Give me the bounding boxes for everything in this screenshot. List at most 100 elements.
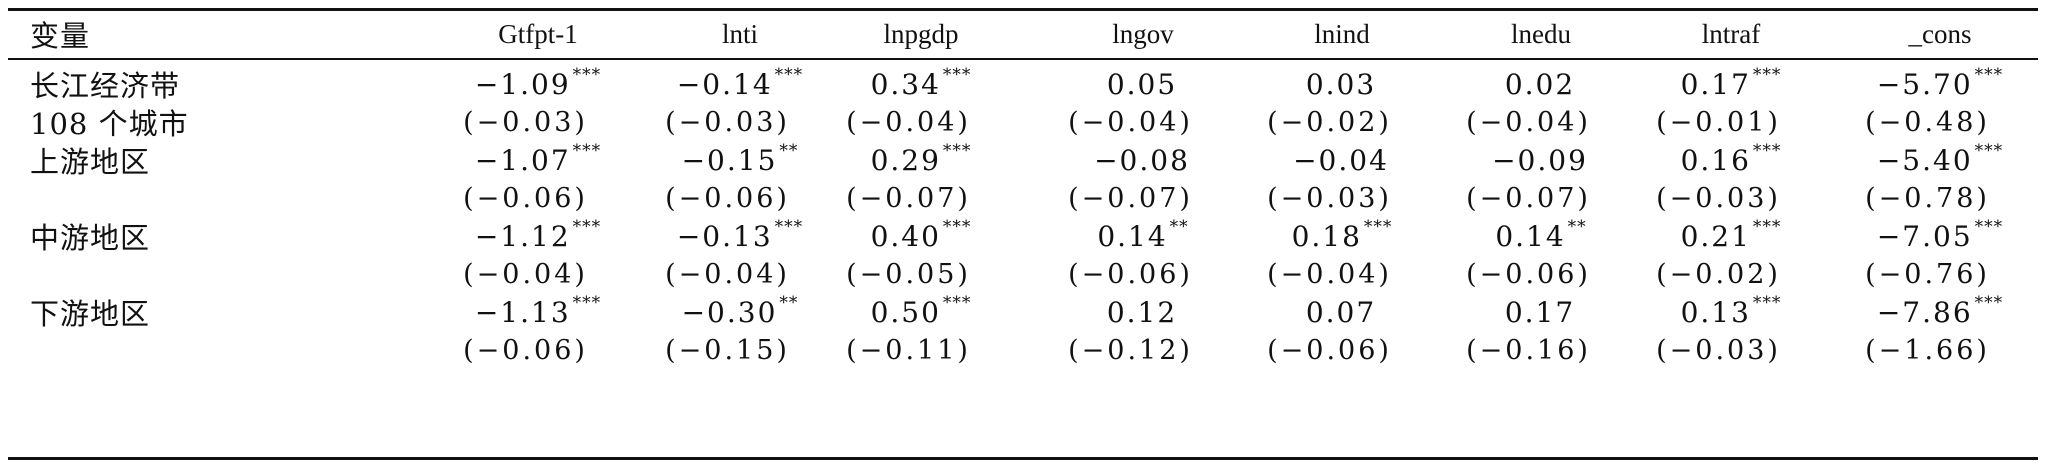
significance-stars: *** [1752, 65, 1782, 85]
se-lnpgdp: (−0.04) [846, 106, 971, 138]
coef-value: −7.86 [1876, 295, 1973, 329]
row-sublabel: 108 个城市 [30, 107, 189, 141]
coef-value: 0.17 [1680, 67, 1751, 101]
se-lntraf: (−0.03) [1656, 334, 1781, 366]
coef-value: 0.50 [870, 295, 941, 329]
coef-value: −0.30 [681, 295, 778, 329]
significance-stars: *** [1363, 217, 1393, 237]
se-gtfpt: (−0.06) [463, 182, 588, 214]
row-label: 下游地区 [30, 297, 151, 331]
header-lntraf: lntraf [1701, 18, 1761, 49]
header-cons: _cons [1908, 18, 1972, 49]
se-cons: (−0.76) [1865, 258, 1990, 290]
table-row: 上游地区 −1.07 *** −0.15 ** 0.29 *** −0.08 −0.04 −0.0… [0, 136, 2048, 184]
se-lngov: (−0.07) [1068, 182, 1193, 214]
se-lnpgdp: (−0.07) [846, 182, 971, 214]
se-gtfpt: (−0.04) [463, 258, 588, 290]
se-lntraf: (−0.01) [1656, 106, 1781, 138]
header-gtfpt: Gtfpt-1 [498, 18, 578, 49]
se-lnedu: (−0.04) [1466, 106, 1591, 138]
coef-value: −1.09 [474, 67, 571, 101]
significance-stars: *** [942, 217, 972, 237]
se-lntraf: (−0.02) [1656, 258, 1781, 290]
significance-stars: *** [1752, 293, 1782, 313]
significance-stars: ** [779, 293, 799, 313]
coef-value: 0.18 [1291, 219, 1362, 253]
table-row: 长江经济带 −1.09 *** −0.14 *** 0.34 *** 0.05 0.03 0.02… [0, 60, 2048, 108]
coef-value: −1.12 [474, 219, 571, 253]
se-lntraf: (−0.03) [1656, 182, 1781, 214]
table-row: 下游地区 −1.13 *** −0.30 ** 0.50 *** 0.12 0.07 0.17 0.… [0, 288, 2048, 336]
row-label: 上游地区 [30, 145, 151, 179]
coef-value: 0.40 [870, 219, 941, 253]
significance-stars: ** [1169, 217, 1189, 237]
se-lnedu: (−0.06) [1466, 258, 1591, 290]
coef-lntraf: 0.17 *** [1681, 60, 1782, 108]
coef-value: −1.07 [474, 143, 571, 177]
se-lngov: (−0.04) [1068, 106, 1193, 138]
se-lnti: (−0.03) [665, 106, 790, 138]
se-lnedu: (−0.16) [1466, 334, 1591, 366]
coef-lnti: −0.14 *** [677, 60, 803, 108]
significance-stars: *** [1752, 217, 1782, 237]
coef-lntraf: 0.21 *** [1681, 212, 1782, 260]
significance-stars: *** [572, 65, 602, 85]
se-lnind: (−0.03) [1267, 182, 1392, 214]
significance-stars: ** [1567, 217, 1587, 237]
header-lnti: lnti [721, 18, 759, 49]
significance-stars: *** [942, 293, 972, 313]
table-row-se: 108 个城市 (−0.03) (−0.03) (−0.04) (−0.04) (−0.0… [0, 98, 2048, 146]
se-gtfpt: (−0.06) [463, 334, 588, 366]
coef-lnedu: 0.14 ** [1495, 212, 1586, 260]
coef-lntraf: 0.16 *** [1681, 136, 1782, 184]
coef-cons: −5.70 *** [1877, 60, 2003, 108]
coef-lnpgdp: 0.34 *** [871, 60, 972, 108]
coef-cons: −7.86 *** [1877, 288, 2003, 336]
header-variable: 变量 [30, 19, 91, 53]
coef-gtfpt: −1.09 *** [475, 60, 601, 108]
coef-lngov: 0.05 [1107, 60, 1179, 108]
coef-lnind: −0.04 [1293, 136, 1391, 184]
coef-lnedu: −0.09 [1492, 136, 1590, 184]
coef-lnedu: 0.02 [1505, 60, 1577, 108]
se-lnti: (−0.04) [665, 258, 790, 290]
significance-stars: *** [572, 293, 602, 313]
table-row-se: (−0.06) (−0.06) (−0.07) (−0.07) (−0.03) (−0.0… [0, 174, 2048, 222]
significance-stars: *** [572, 141, 602, 161]
coef-lnpgdp: 0.40 *** [871, 212, 972, 260]
significance-stars: *** [942, 65, 972, 85]
se-lnpgdp: (−0.11) [846, 334, 971, 366]
coef-value: −7.05 [1876, 219, 1973, 253]
row-label: 长江经济带 [30, 69, 181, 103]
header-lnind: lnind [1314, 18, 1370, 49]
coef-value: 0.12 [1106, 295, 1178, 329]
coef-lntraf: 0.13 *** [1681, 288, 1782, 336]
se-cons: (−1.66) [1865, 334, 1990, 366]
header-lnedu: lnedu [1511, 18, 1571, 49]
coef-value: −0.14 [676, 67, 773, 101]
coef-value: 0.21 [1680, 219, 1751, 253]
se-lngov: (−0.12) [1068, 334, 1193, 366]
coef-value: 0.17 [1504, 295, 1576, 329]
significance-stars: *** [774, 217, 804, 237]
coef-cons: −7.05 *** [1877, 212, 2003, 260]
header-rule [8, 58, 2038, 60]
significance-stars: *** [774, 65, 804, 85]
coef-value: −0.15 [681, 143, 778, 177]
coef-lngov: 0.12 [1107, 288, 1179, 336]
table-row-se: (−0.04) (−0.04) (−0.05) (−0.06) (−0.04) (−0.0… [0, 250, 2048, 298]
significance-stars: *** [942, 141, 972, 161]
significance-stars: *** [1974, 293, 2004, 313]
significance-stars: *** [1974, 217, 2004, 237]
coef-value: 0.29 [870, 143, 941, 177]
coef-gtfpt: −1.13 *** [475, 288, 601, 336]
se-cons: (−0.78) [1865, 182, 1990, 214]
coef-lnind: 0.07 [1306, 288, 1378, 336]
coef-value: 0.13 [1680, 295, 1751, 329]
coef-lnind: 0.03 [1306, 60, 1378, 108]
coef-lngov: 0.14 ** [1097, 212, 1188, 260]
coef-lnpgdp: 0.29 *** [871, 136, 972, 184]
coef-value: −5.40 [1876, 143, 1973, 177]
significance-stars: *** [1974, 141, 2004, 161]
se-lnind: (−0.04) [1267, 258, 1392, 290]
